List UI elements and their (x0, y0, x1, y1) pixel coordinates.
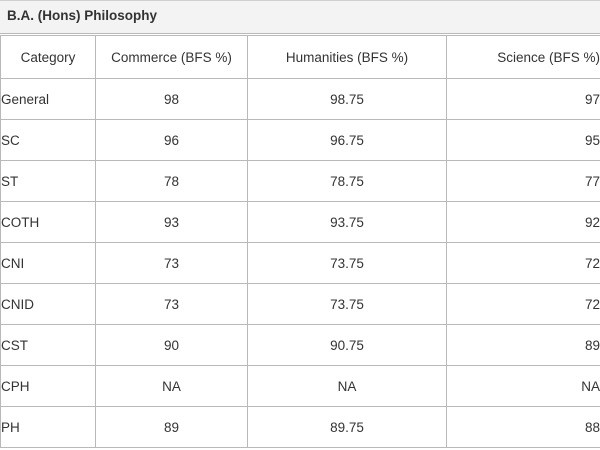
table-row: SC 96 96.75 95 (0, 119, 600, 161)
cell-science: 97 (446, 78, 600, 120)
cell-science: 95 (446, 119, 600, 161)
cell-commerce: 89 (95, 406, 248, 448)
cell-science: 72 (446, 242, 600, 284)
cell-humanities: NA (247, 365, 447, 407)
cell-science: 92 (446, 201, 600, 243)
table-row: General 98 98.75 97 (0, 78, 600, 120)
cell-humanities: 78.75 (247, 160, 447, 202)
header-humanities: Humanities (BFS %) (247, 35, 447, 79)
cell-category: CNI (0, 242, 96, 284)
cell-category: General (0, 78, 96, 120)
table-row: CNID 73 73.75 72 (0, 283, 600, 325)
cell-science: 89 (446, 324, 600, 366)
cell-humanities: 90.75 (247, 324, 447, 366)
table-row: CNI 73 73.75 72 (0, 242, 600, 284)
cutoff-table: Category Commerce (BFS %) Humanities (BF… (0, 35, 600, 448)
table-row: COTH 93 93.75 92 (0, 201, 600, 243)
cell-humanities: 98.75 (247, 78, 447, 120)
table-header-row: Category Commerce (BFS %) Humanities (BF… (0, 35, 600, 79)
cell-category: SC (0, 119, 96, 161)
cell-humanities: 93.75 (247, 201, 447, 243)
cell-commerce: 98 (95, 78, 248, 120)
cell-humanities: 73.75 (247, 283, 447, 325)
cell-commerce: 73 (95, 242, 248, 284)
cell-science: 77 (446, 160, 600, 202)
cell-category: ST (0, 160, 96, 202)
cell-science: NA (446, 365, 600, 407)
cell-commerce: 78 (95, 160, 248, 202)
cell-category: PH (0, 406, 96, 448)
header-science: Science (BFS %) (446, 35, 600, 79)
cell-commerce: NA (95, 365, 248, 407)
cell-humanities: 96.75 (247, 119, 447, 161)
cell-commerce: 90 (95, 324, 248, 366)
table-row: CPH NA NA NA (0, 365, 600, 407)
table-title: B.A. (Hons) Philosophy (0, 0, 600, 34)
table-row: PH 89 89.75 88 (0, 406, 600, 448)
cell-humanities: 73.75 (247, 242, 447, 284)
cell-commerce: 73 (95, 283, 248, 325)
cell-science: 72 (446, 283, 600, 325)
cell-commerce: 93 (95, 201, 248, 243)
cell-category: CPH (0, 365, 96, 407)
cell-commerce: 96 (95, 119, 248, 161)
table-row: CST 90 90.75 89 (0, 324, 600, 366)
header-category: Category (0, 35, 96, 79)
cell-category: CNID (0, 283, 96, 325)
header-commerce: Commerce (BFS %) (95, 35, 248, 79)
cell-category: CST (0, 324, 96, 366)
cell-science: 88 (446, 406, 600, 448)
table-row: ST 78 78.75 77 (0, 160, 600, 202)
cell-category: COTH (0, 201, 96, 243)
cell-humanities: 89.75 (247, 406, 447, 448)
